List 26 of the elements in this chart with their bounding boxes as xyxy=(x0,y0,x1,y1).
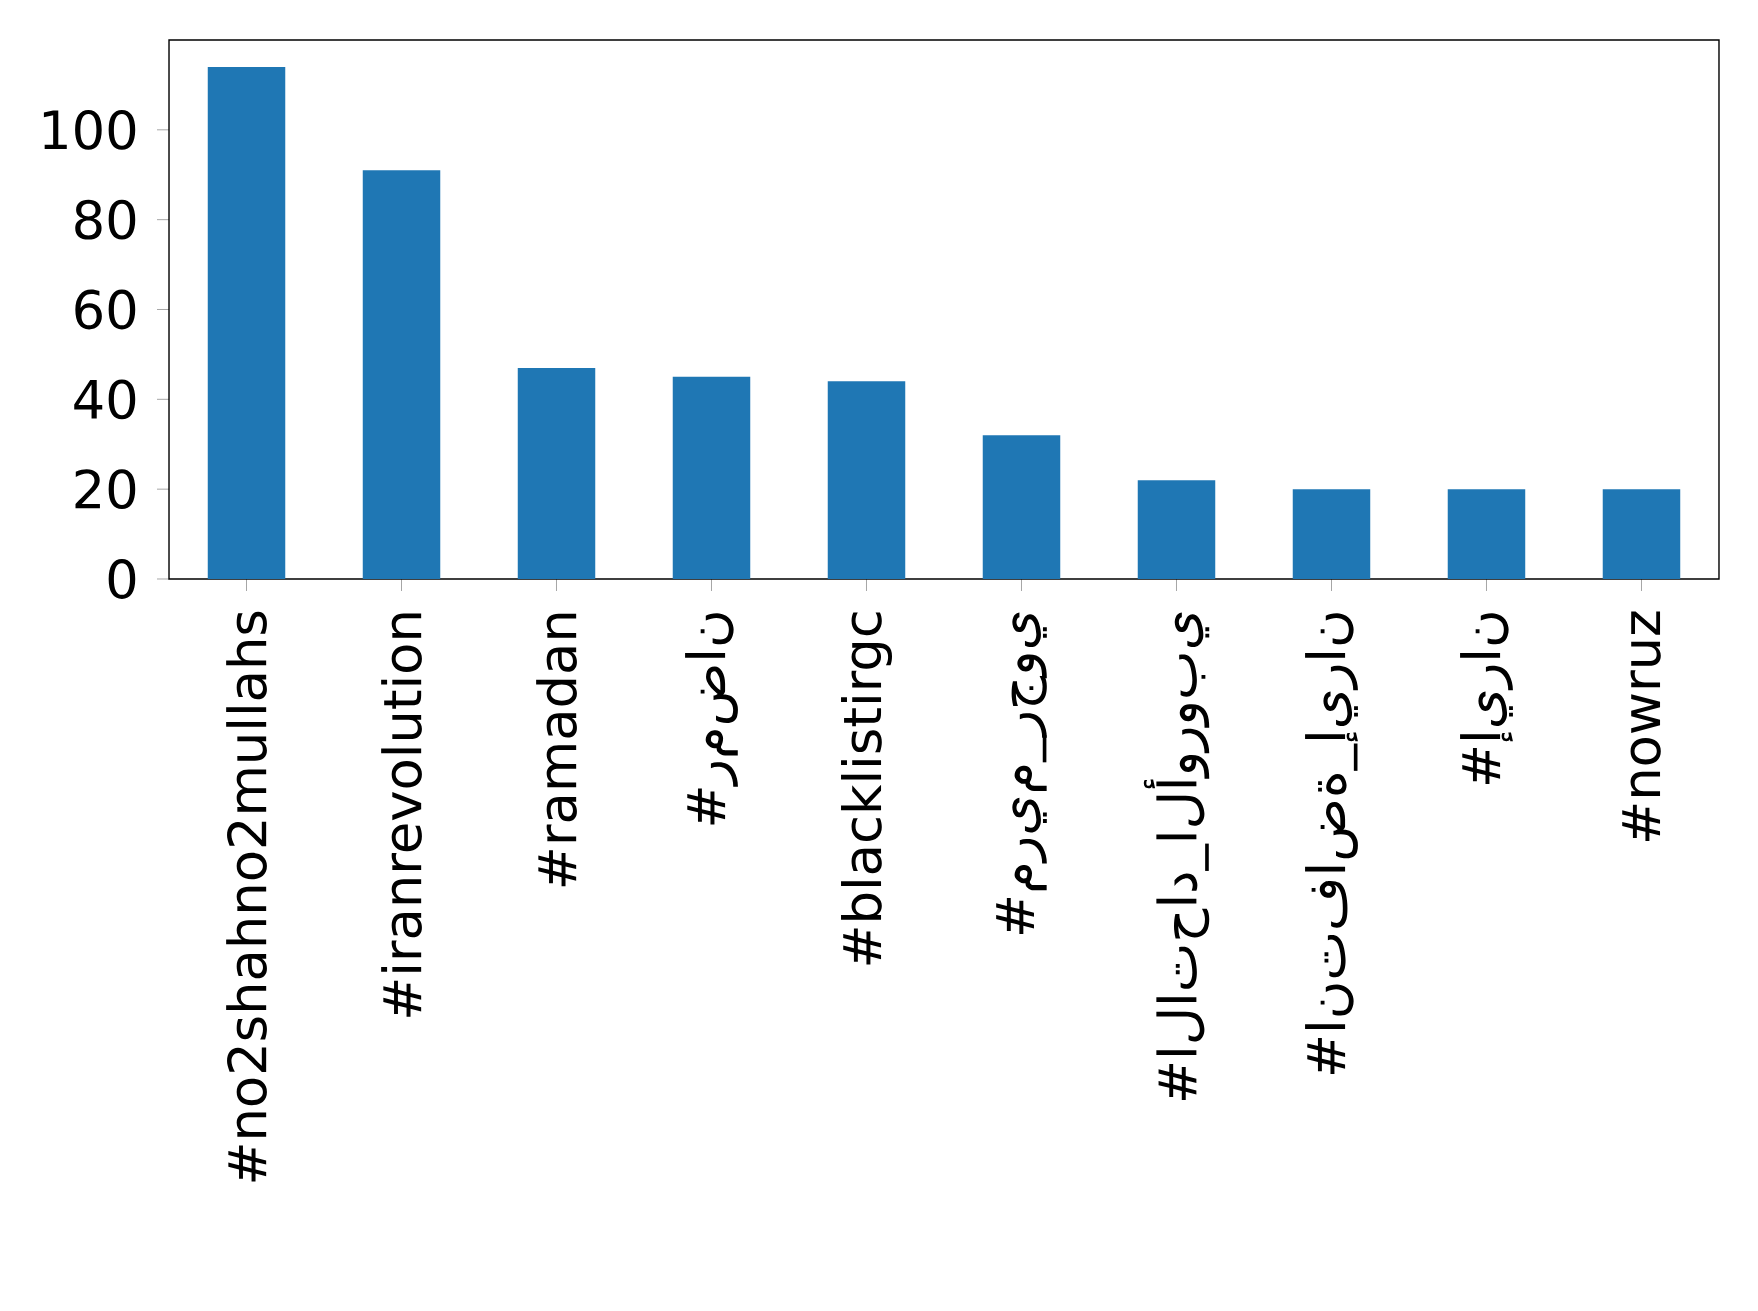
bar xyxy=(827,381,906,579)
x-tick-label: #مريم_رجوي xyxy=(996,612,1047,934)
bar xyxy=(1602,489,1681,579)
x-tick-label: #no2shahno2mullahs xyxy=(226,611,267,1182)
x-tick-label: #iranrevolution xyxy=(381,613,422,1017)
bar xyxy=(207,66,286,579)
bar xyxy=(1137,480,1216,579)
x-tick-label: #رمضان xyxy=(685,613,738,825)
bar xyxy=(1292,489,1371,579)
y-tick-label: 60 xyxy=(75,289,136,330)
y-tick-label: 0 xyxy=(108,559,136,599)
bar xyxy=(982,435,1061,579)
bar xyxy=(517,367,596,579)
bar xyxy=(1447,489,1526,579)
x-tick-label: #الاتحاد_الأوروبي xyxy=(1143,612,1210,1100)
x-tick-label: #انتفاضة_إيران xyxy=(1305,613,1358,1075)
x-tick-label: #blacklistirgc xyxy=(841,612,893,965)
x-tick-label: #ramadan xyxy=(536,613,577,887)
x-tick-label: #nowruz xyxy=(1622,611,1661,841)
x-tick-label: #إيران xyxy=(1460,613,1513,785)
y-tick-label: 100 xyxy=(43,109,136,150)
y-tick-label: 40 xyxy=(74,379,136,420)
y-tick-label: 80 xyxy=(75,199,136,240)
bar xyxy=(362,170,441,579)
y-tick-label: 20 xyxy=(75,469,136,510)
bar xyxy=(672,376,751,579)
